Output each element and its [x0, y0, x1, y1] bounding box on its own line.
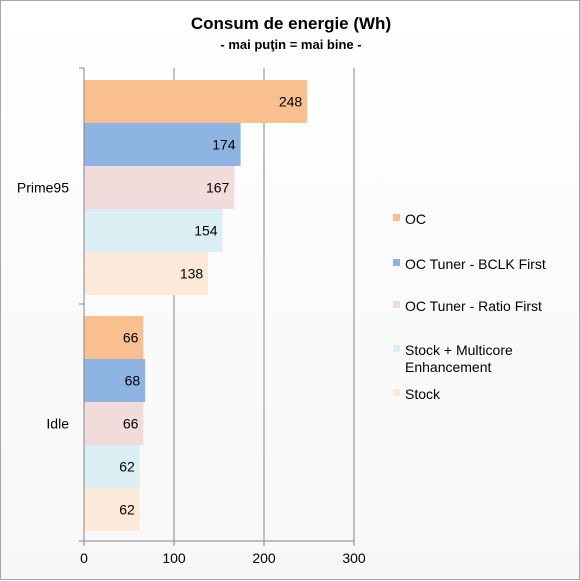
bar [84, 252, 209, 295]
legend-swatch [393, 301, 400, 308]
data-label: 174 [212, 137, 236, 153]
data-label: 167 [206, 180, 230, 196]
data-label: 154 [194, 223, 218, 239]
bar [84, 359, 146, 402]
data-label: 68 [125, 373, 141, 389]
bar [84, 445, 140, 488]
legend-label-line: OC Tuner - BCLK First [405, 256, 546, 272]
bar [84, 316, 144, 359]
legend-swatch [393, 214, 400, 221]
legend-swatch [393, 389, 400, 396]
legend-label: OC Tuner - BCLK First [405, 256, 546, 272]
legend-swatch [393, 345, 400, 352]
x-tick-label: 100 [162, 550, 186, 566]
legend-label-line: Enhancement [405, 359, 492, 375]
bar [84, 80, 308, 123]
plot-area: 248 174 167 154 138 Prime95 66 68 66 62 62 Idle 0 100… [17, 67, 366, 566]
data-label: 62 [119, 459, 135, 475]
category-label: Prime95 [17, 180, 69, 196]
x-tick-label: 0 [80, 550, 88, 566]
data-label: 66 [123, 330, 139, 346]
legend-label-line: Stock [405, 386, 441, 402]
category-label: Idle [46, 416, 69, 432]
chart-title: Consum de energie (Wh) [191, 14, 391, 33]
bar [84, 166, 235, 209]
x-tick-label: 200 [252, 550, 276, 566]
data-label: 138 [180, 266, 204, 282]
legend-label: OC [405, 211, 426, 227]
bar [84, 209, 223, 252]
legend-label-line: Stock + Multicore [405, 342, 513, 358]
legend-label: OC Tuner - Ratio First [405, 298, 542, 314]
data-label: 248 [279, 94, 303, 110]
x-tick-label: 300 [342, 550, 366, 566]
legend-label: Stock + Multicore Enhancement [405, 342, 513, 375]
chart-subtitle: - mai puţin = mai bine - [220, 37, 361, 52]
legend-label-line: OC Tuner - Ratio First [405, 298, 542, 314]
bar [84, 123, 241, 166]
bar [84, 488, 140, 531]
legend: OC OC Tuner - BCLK First OC Tuner - Ratio … [393, 211, 546, 402]
legend-label: Stock [405, 386, 441, 402]
data-label: 62 [119, 502, 135, 518]
legend-swatch [393, 259, 400, 266]
legend-label-line: OC [405, 211, 426, 227]
data-label: 66 [123, 416, 139, 432]
bar [84, 402, 144, 445]
